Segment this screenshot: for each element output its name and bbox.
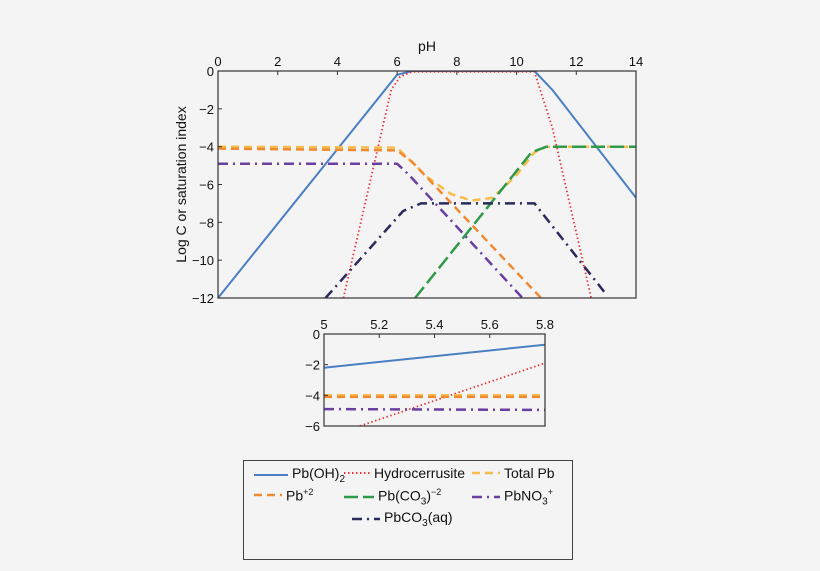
- x-tick-label: 2: [274, 54, 281, 69]
- x-tick-label: 5: [320, 317, 327, 332]
- plot-frame: [217, 70, 637, 299]
- y-tick-label: −12: [192, 291, 214, 306]
- chart-legend: Pb(OH)2 Hydrocerrusite Total Pb Pb+2 Pb(…: [243, 460, 573, 560]
- y-tick-label: −4: [199, 140, 214, 155]
- legend-line-swatch: [472, 495, 500, 499]
- x-tick-label: 14: [629, 54, 643, 69]
- y-tick-label: 0: [207, 64, 214, 79]
- y-tick-label: −8: [199, 215, 214, 230]
- series-pb-oh-2: [218, 71, 636, 298]
- series-pb-2: [218, 147, 543, 298]
- legend-line-swatch: [254, 473, 288, 476]
- legend-item-pb2: Pb+2: [254, 487, 313, 504]
- x-tick-label: 5.2: [370, 317, 388, 332]
- legend-label: Total Pb: [504, 465, 555, 481]
- inset-plot: 5 5.2 5.4 5.6 5.8 0 −2 −4 −6: [305, 317, 554, 434]
- y-tick-label: −6: [305, 419, 320, 434]
- series-pb-oh-2: [324, 343, 545, 369]
- series-pbco3-aq-: [324, 202, 608, 298]
- series-group: [324, 343, 545, 426]
- legend-item-hydrocerrusite: Hydrocerrusite: [344, 465, 465, 481]
- legend-label: Hydrocerrusite: [374, 465, 466, 481]
- legend-label: PbCO3(aq): [384, 509, 453, 529]
- x-tick-label: 4: [334, 54, 341, 69]
- series-total-pb: [218, 145, 636, 202]
- legend-line-swatch: [352, 517, 380, 521]
- series-pbno3-: [218, 162, 524, 298]
- x-tick-label: 5.4: [425, 317, 443, 332]
- x-tick-label: 5.6: [481, 317, 499, 332]
- legend-item-total-pb: Total Pb: [472, 465, 555, 481]
- legend-item-pbno3: PbNO3+: [472, 487, 553, 507]
- legend-line-swatch: [344, 495, 374, 499]
- y-axis-label: Log C or saturation index: [173, 106, 189, 262]
- series-hydrocerrusite: [359, 362, 545, 426]
- y-tick-label: −2: [305, 358, 320, 373]
- legend-line-swatch: [472, 471, 500, 475]
- legend-item-pb-co3: Pb(CO3)−2: [344, 487, 441, 507]
- series-pb-co3-2: [414, 145, 636, 298]
- legend-item-pb-oh2: Pb(OH)2: [254, 465, 345, 485]
- y-tick-label: −6: [199, 178, 214, 193]
- y-tick-label: −2: [199, 102, 214, 117]
- x-tick-label: 10: [509, 54, 523, 69]
- y-tick-label: −10: [192, 253, 214, 268]
- x-axis-label: pH: [418, 38, 436, 54]
- legend-label: Pb(CO3)−2: [378, 487, 442, 508]
- series-pbno3-: [324, 407, 545, 412]
- legend-line-swatch: [344, 472, 370, 474]
- legend-label: Pb(OH)2: [292, 465, 346, 485]
- x-tick-label: 5.8: [536, 317, 554, 332]
- legend-label: Pb+2: [286, 487, 314, 504]
- x-tick-label: 6: [394, 54, 401, 69]
- main-plot: 0 2 4 6 8 10 12 14 0 −2 −4 −6 −8 −10 −12 pH Log C or sat…: [173, 38, 643, 306]
- legend-line-swatch: [254, 494, 282, 497]
- x-tick-label: 8: [453, 54, 460, 69]
- y-tick-label: 0: [313, 327, 320, 342]
- legend-label: PbNO3+: [504, 487, 553, 508]
- y-tick-label: −4: [305, 388, 320, 403]
- series-group: [218, 71, 636, 298]
- x-tick-label: 0: [214, 54, 221, 69]
- legend-item-pbco3-aq: PbCO3(aq): [352, 509, 453, 529]
- x-tick-label: 12: [569, 54, 583, 69]
- series-hydrocerrusite: [342, 71, 593, 298]
